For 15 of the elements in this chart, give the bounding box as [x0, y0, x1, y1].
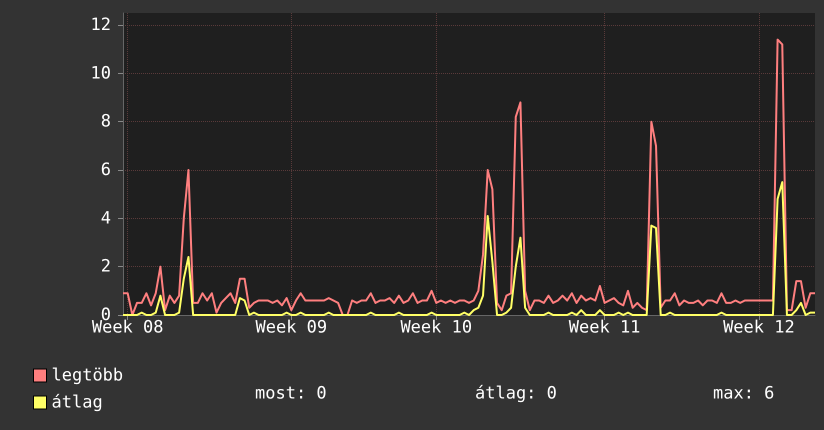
y-tick-label: 4 [100, 208, 111, 228]
legend-label: átlag [52, 392, 103, 412]
x-tick-label: Week 11 [568, 318, 640, 338]
y-tick-label: 8 [100, 112, 111, 132]
x-tick-label: Week 10 [400, 318, 472, 338]
text: max: 6 [713, 384, 774, 404]
y-tick-label: 10 [90, 63, 111, 84]
y-tick-label: 2 [100, 256, 111, 277]
legend-label: legtöbb [52, 366, 124, 386]
y-tick-label: 12 [90, 15, 111, 36]
x-tick-label: Week 09 [255, 318, 328, 338]
text: átlag: 0 [475, 384, 557, 404]
x-tick-label: Week 12 [723, 318, 795, 338]
y-tick-label: 6 [100, 160, 111, 180]
text: most: 0 [255, 384, 327, 404]
